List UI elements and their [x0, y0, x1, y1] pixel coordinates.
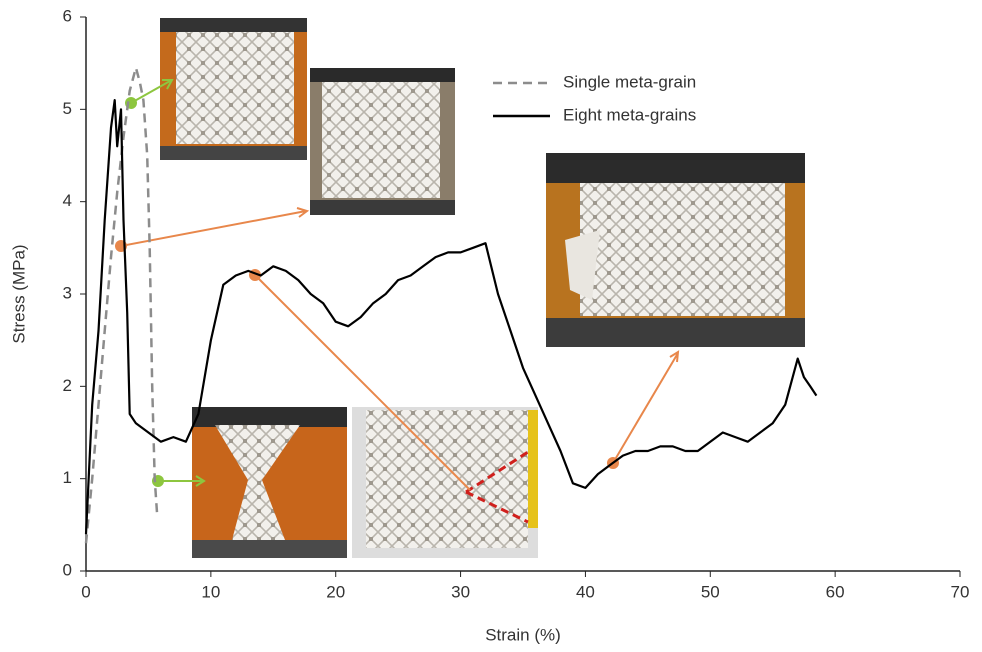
photo: [310, 68, 455, 215]
series-line: [84, 66, 159, 544]
legend-label: Single meta-grain: [563, 72, 696, 91]
photo: [192, 407, 347, 558]
x-tick-label: 70: [951, 582, 970, 601]
y-tick-label: 3: [63, 283, 72, 302]
series-line: [84, 99, 818, 535]
legend-label: Eight meta-grains: [563, 105, 696, 124]
x-tick-label: 30: [451, 582, 470, 601]
y-tick-label: 2: [63, 376, 72, 395]
y-axis-label: Stress (MPa): [9, 244, 28, 343]
x-tick-label: 20: [326, 582, 345, 601]
photo: [352, 407, 538, 558]
annotation-arrows: [120, 79, 680, 491]
y-tick-label: 6: [63, 6, 72, 25]
x-tick-label: 60: [826, 582, 845, 601]
y-tick-label: 4: [63, 191, 72, 210]
x-axis-label: Strain (%): [485, 625, 561, 644]
y-tick-label: 0: [63, 560, 72, 579]
y-tick-label: 5: [63, 99, 72, 118]
photo: [160, 18, 307, 160]
x-tick-label: 50: [701, 582, 720, 601]
x-tick-label: 0: [81, 582, 90, 601]
x-tick-label: 10: [201, 582, 220, 601]
x-tick-label: 40: [576, 582, 595, 601]
photo: [546, 153, 805, 347]
y-tick-label: 1: [63, 468, 72, 487]
